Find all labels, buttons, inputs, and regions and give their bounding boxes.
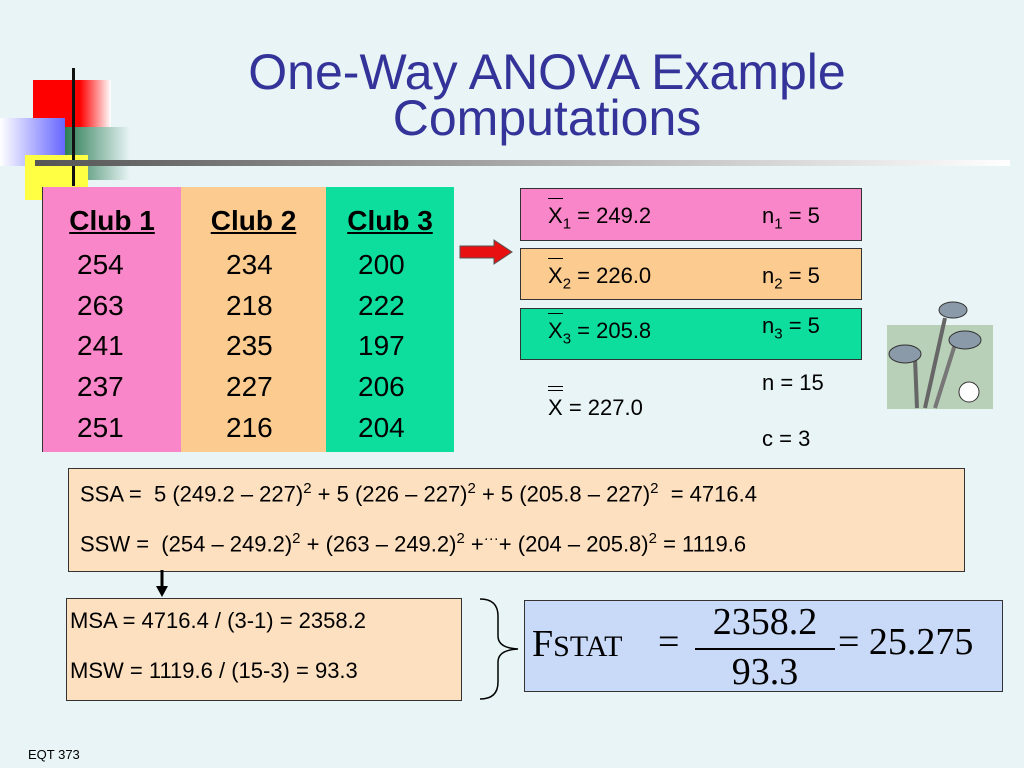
equation-part: +: [464, 531, 484, 557]
column-header: Club 3: [347, 205, 433, 236]
mean-box: [520, 308, 862, 360]
symbol: n: [762, 313, 775, 338]
subscript: 1: [562, 215, 572, 233]
table-cell: 200: [358, 249, 405, 280]
title-line: One-Way ANOVA Example: [248, 44, 846, 100]
c-groups: c = 3: [762, 426, 811, 451]
ms-box: [66, 598, 462, 701]
grand-mean: X = 227.0: [548, 386, 643, 421]
table-cell: 254: [77, 249, 124, 280]
subscript: 3: [774, 325, 783, 343]
equation-part: = 4716.4: [658, 481, 757, 507]
mean-box: [520, 188, 862, 241]
column-header: Club 2: [210, 205, 297, 236]
subscript: 2: [562, 275, 572, 293]
ss-box: [68, 468, 965, 572]
arrow-down: [156, 570, 168, 597]
msa-line: MSA = 4716.4 / (3-1) = 2358.2: [70, 608, 366, 633]
f-eq: =: [658, 621, 680, 663]
text: = 5: [788, 263, 820, 288]
decor-line: [72, 68, 75, 186]
equation-part: SSA = 5 (249.2 – 227): [80, 481, 304, 507]
group-mean: X1 = 249.2: [548, 198, 652, 233]
table-cell: 204: [358, 411, 405, 443]
table-cell: 235: [226, 330, 273, 362]
text: = 5: [788, 313, 820, 338]
symbol: n: [762, 263, 775, 288]
brace: [479, 598, 519, 700]
symbol: X: [548, 313, 563, 343]
ssw-line: SSW = (254 – 249.2)2 + (263 – 249.2)2 +·…: [80, 530, 746, 557]
table-cell: 218: [226, 289, 273, 321]
symbol: n: [762, 203, 775, 228]
table-cell: 222: [358, 289, 405, 321]
footer: EQT 373: [28, 747, 80, 762]
group-n: n1 = 5: [762, 203, 820, 232]
ssa-line: SSA = 5 (249.2 – 227)2 + 5 (226 – 227)2 …: [80, 480, 757, 507]
table-cell: 216: [226, 411, 273, 443]
equation-part: SSW = (254 – 249.2): [80, 531, 293, 557]
text: = 226.0: [577, 263, 652, 288]
superscript: 2: [303, 480, 312, 497]
f-numerator: 2358.2: [712, 601, 818, 643]
symbol: X: [548, 386, 563, 420]
equation-part: + 5 (205.8 – 227): [475, 481, 651, 507]
mean-box: [520, 248, 862, 300]
table-column: Club 1 254 263 241 237 251: [43, 187, 181, 452]
subscript: 3: [562, 330, 572, 348]
text: = 249.2: [577, 203, 652, 228]
equation-part: + (263 – 249.2): [300, 531, 457, 557]
superscript: 2: [456, 530, 465, 547]
superscript: 2: [648, 530, 657, 547]
equation-part: = 1119.6: [656, 531, 747, 557]
text: = 5: [788, 203, 820, 228]
subscript: 2: [774, 275, 783, 293]
group-n: n2 = 5: [762, 263, 820, 292]
table-cell: 263: [77, 289, 124, 321]
superscript: 2: [467, 480, 476, 497]
fraction-bar: [695, 648, 835, 650]
table-column: Club 2 234 218 235 227 216: [181, 187, 326, 452]
group-n: n3 = 5: [762, 313, 820, 342]
table-column: Club 3 200 222 197 206 204: [326, 187, 454, 452]
golf-image: [887, 301, 993, 409]
table-cell: 237: [77, 371, 124, 403]
table-cell: 251: [77, 411, 124, 443]
table-cell: 206: [358, 371, 405, 403]
equation-part: + 5 (226 – 227): [311, 481, 468, 507]
text: = 205.8: [577, 318, 652, 343]
superscript: 2: [292, 530, 301, 547]
text: = 227.0: [568, 395, 643, 420]
f: F: [532, 623, 554, 665]
group-mean: X3 = 205.8: [548, 313, 652, 348]
f-sub: STAT: [553, 630, 623, 663]
superscript: 2: [650, 480, 659, 497]
title-line: Computations: [392, 90, 702, 146]
table-cell: 197: [358, 330, 405, 362]
equation-part: + (204 – 205.8): [498, 531, 649, 557]
table-cell: 227: [226, 371, 273, 403]
symbol: X: [548, 258, 563, 288]
n-total: n = 15: [762, 370, 824, 395]
column-header: Club 1: [69, 205, 155, 236]
fstat-box: [524, 600, 1003, 692]
subscript: 1: [774, 215, 783, 233]
group-mean: X2 = 226.0: [548, 258, 652, 293]
f-result: = 25.275: [838, 621, 974, 663]
symbol: X: [548, 198, 563, 228]
msw-line: MSW = 1119.6 / (15-3) = 93.3: [70, 658, 358, 683]
decor-rule: [35, 160, 1010, 166]
f-symbol: FSTAT: [532, 622, 622, 666]
superscript: ···: [483, 530, 499, 547]
arrow-right: [459, 239, 513, 265]
table-cell: 234: [226, 249, 273, 280]
table-cell: 241: [77, 330, 124, 362]
f-denominator: 93.3: [731, 651, 799, 693]
